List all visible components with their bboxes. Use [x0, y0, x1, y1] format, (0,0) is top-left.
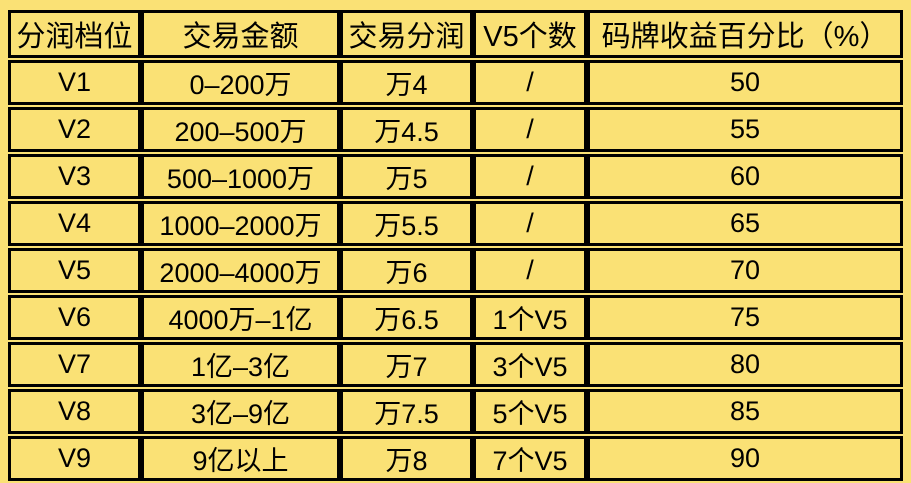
tier-cell: V8	[8, 389, 141, 434]
table-row: V1 0–200万 万4 / 50	[8, 60, 903, 105]
percentage-cell: 60	[587, 154, 903, 199]
amount-cell: 0–200万	[141, 60, 340, 105]
share-cell: 万7	[340, 342, 473, 387]
tier-cell: V1	[8, 60, 141, 105]
v5-count-cell: /	[473, 60, 587, 105]
header-code-plate-percentage: 码牌收益百分比（%）	[587, 10, 903, 58]
tier-cell: V2	[8, 107, 141, 152]
table-row: V8 3亿–9亿 万7.5 5个V5 85	[8, 389, 903, 434]
v5-count-cell: 1个V5	[473, 295, 587, 340]
tier-cell: V9	[8, 436, 141, 481]
amount-cell: 2000–4000万	[141, 248, 340, 293]
share-cell: 万5	[340, 154, 473, 199]
percentage-cell: 85	[587, 389, 903, 434]
tier-cell: V7	[8, 342, 141, 387]
header-v5-count: V5个数	[473, 10, 587, 58]
v5-count-cell: /	[473, 248, 587, 293]
tier-cell: V6	[8, 295, 141, 340]
percentage-cell: 50	[587, 60, 903, 105]
v5-count-cell: /	[473, 107, 587, 152]
percentage-cell: 70	[587, 248, 903, 293]
v5-count-cell: /	[473, 154, 587, 199]
v5-count-cell: 7个V5	[473, 436, 587, 481]
v5-count-cell: 5个V5	[473, 389, 587, 434]
percentage-cell: 55	[587, 107, 903, 152]
table-row: V9 9亿以上 万8 7个V5 90	[8, 436, 903, 481]
table-row: V7 1亿–3亿 万7 3个V5 80	[8, 342, 903, 387]
v5-count-cell: /	[473, 201, 587, 246]
table-row: V6 4000万–1亿 万6.5 1个V5 75	[8, 295, 903, 340]
share-cell: 万4	[340, 60, 473, 105]
table-row: V3 500–1000万 万5 / 60	[8, 154, 903, 199]
share-cell: 万4.5	[340, 107, 473, 152]
tier-cell: V5	[8, 248, 141, 293]
percentage-cell: 80	[587, 342, 903, 387]
percentage-cell: 75	[587, 295, 903, 340]
amount-cell: 200–500万	[141, 107, 340, 152]
header-tier: 分润档位	[8, 10, 141, 58]
table-row: V5 2000–4000万 万6 / 70	[8, 248, 903, 293]
percentage-cell: 90	[587, 436, 903, 481]
share-cell: 万6.5	[340, 295, 473, 340]
amount-cell: 3亿–9亿	[141, 389, 340, 434]
share-cell: 万7.5	[340, 389, 473, 434]
share-cell: 万8	[340, 436, 473, 481]
header-transaction-share: 交易分润	[340, 10, 473, 58]
share-cell: 万5.5	[340, 201, 473, 246]
tier-cell: V4	[8, 201, 141, 246]
table-row: V2 200–500万 万4.5 / 55	[8, 107, 903, 152]
share-cell: 万6	[340, 248, 473, 293]
amount-cell: 9亿以上	[141, 436, 340, 481]
header-transaction-amount: 交易金额	[141, 10, 340, 58]
v5-count-cell: 3个V5	[473, 342, 587, 387]
amount-cell: 500–1000万	[141, 154, 340, 199]
amount-cell: 1亿–3亿	[141, 342, 340, 387]
percentage-cell: 65	[587, 201, 903, 246]
profit-tier-table: 分润档位 交易金额 交易分润 V5个数 码牌收益百分比（%） V1 0–200万…	[8, 8, 903, 483]
amount-cell: 4000万–1亿	[141, 295, 340, 340]
table-header-row: 分润档位 交易金额 交易分润 V5个数 码牌收益百分比（%）	[8, 10, 903, 58]
tier-cell: V3	[8, 154, 141, 199]
table-row: V4 1000–2000万 万5.5 / 65	[8, 201, 903, 246]
amount-cell: 1000–2000万	[141, 201, 340, 246]
